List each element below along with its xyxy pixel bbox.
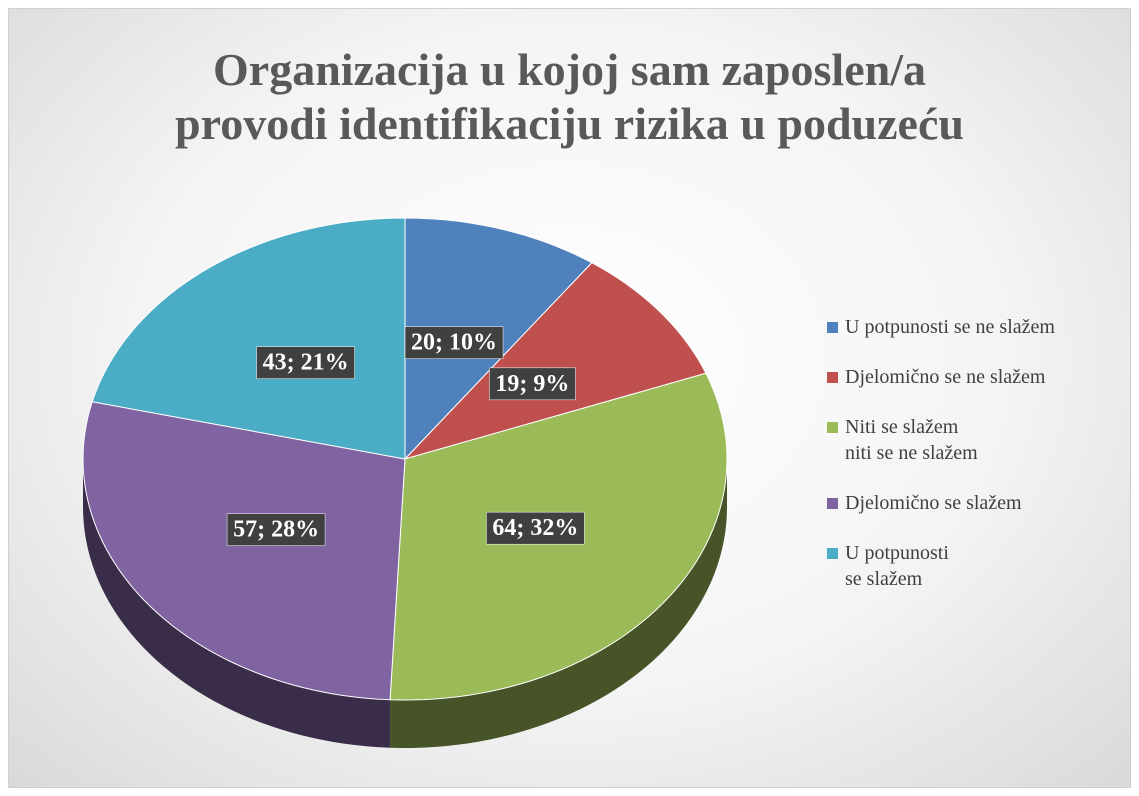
pie-plot: 20; 10% 19; 9% 64; 32% 57; 28% 43; 21% [82, 217, 728, 748]
data-label-box [486, 511, 585, 545]
data-label-box [489, 367, 576, 401]
data-label-text: 64; 32% [492, 515, 578, 541]
legend-swatch [827, 322, 838, 333]
legend-label: Djelomično se ne slažem [845, 366, 1046, 388]
data-label-text: 19; 9% [495, 371, 569, 397]
slice-side [83, 459, 391, 748]
legend-swatch [827, 372, 838, 383]
legend-swatch [827, 498, 838, 509]
data-label-text: 20; 10% [411, 330, 497, 356]
legend-entry: Djelomično se ne slažem [827, 364, 1127, 390]
data-label-box [226, 513, 326, 546]
data-label-box [404, 326, 504, 359]
legend-entry: Djelomično se slažem [827, 490, 1127, 516]
pie-slice [82, 401, 406, 701]
legend-swatch [827, 548, 838, 559]
legend-entry: U potpunosti se slažem [827, 540, 1127, 592]
data-label-box [256, 346, 355, 379]
chart-area: Organizacija u kojoj sam zaposlen/a prov… [8, 8, 1131, 788]
data-label: 57; 28% [226, 513, 326, 546]
pie-slice [403, 262, 707, 460]
legend-label: Djelomično se slažem [845, 492, 1022, 514]
slice-side [390, 459, 727, 748]
legend-label: U potpunosti se slažem [845, 542, 949, 590]
data-label-text: 57; 28% [233, 517, 319, 543]
data-label-text: 43; 21% [263, 350, 349, 376]
data-label: 19; 9% [489, 367, 576, 401]
data-label: 43; 21% [256, 346, 355, 379]
legend-entry: U potpunosti se ne slažem [827, 314, 1127, 340]
chart-title: Organizacija u kojoj sam zaposlen/a prov… [175, 44, 964, 149]
legend-label: U potpunosti se ne slažem [845, 316, 1055, 338]
legend: U potpunosti se ne slažem Djelomično se n… [827, 314, 1127, 616]
legend-entry: Niti se slažem niti se ne slažem [827, 414, 1127, 466]
legend-label: Niti se slažem niti se ne slažem [845, 416, 978, 464]
data-label: 64; 32% [486, 511, 585, 545]
pie-slice [91, 217, 406, 460]
data-label: 20; 10% [404, 326, 504, 359]
legend-swatch [827, 422, 838, 433]
